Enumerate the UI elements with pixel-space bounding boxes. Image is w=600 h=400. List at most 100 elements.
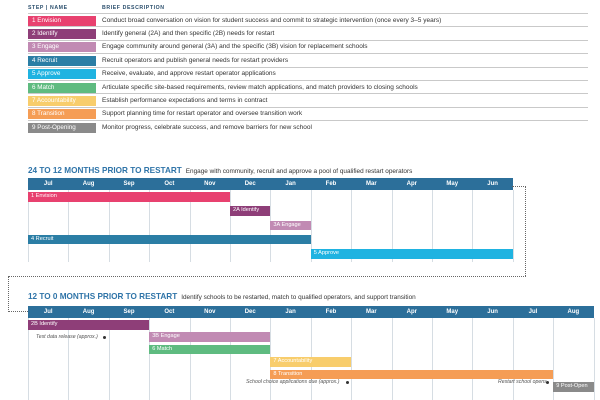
timeline2-grid-line [553, 318, 555, 400]
timeline2-bar: 2B Identify [28, 320, 150, 330]
connector-top [512, 186, 526, 187]
timeline1-bar: 2A Identify [230, 206, 271, 216]
timeline1-grid-line [149, 190, 151, 262]
timeline1-month-label: Aug [82, 181, 95, 187]
legend-description: Support planning time for restart operat… [102, 110, 303, 118]
timeline2-grid-line [391, 318, 393, 400]
timeline1-month-label: Jan [285, 181, 296, 187]
timeline1-month-label: Oct [164, 181, 175, 187]
timeline2-month-label: May [446, 309, 459, 315]
legend-badge: 5 Approve [28, 69, 96, 80]
legend-badge: 3 Engage [28, 42, 96, 53]
legend-rows: 1 Envision Conduct broad conversation on … [28, 13, 588, 134]
timeline1-bar: 4 Recruit [28, 234, 311, 245]
timeline1-month-header: Jul Aug Sep Oct Nov Dec Jan Feb Mar Apr May Jun [28, 178, 513, 190]
legend-description: Identify general (2A) and then specific … [102, 29, 275, 37]
legend-badge: 4 Recruit [28, 55, 96, 66]
timeline1-grid-line [68, 190, 70, 262]
timeline2-grid-line [230, 318, 231, 400]
legend-row: 6 Match Articulate specific site-based re… [28, 79, 588, 93]
timeline1-bar: 5 Approve [310, 249, 513, 259]
legend-description: Engage community around general (3A) and… [102, 43, 368, 51]
timeline1-grid-line [432, 190, 433, 262]
timeline1-grid-line [108, 190, 110, 262]
connector-middle [8, 276, 526, 277]
timeline1-heading: 24 TO 12 MONTHS PRIOR TO RESTART Engage w… [28, 166, 412, 175]
legend-description: Monitor progress, celebrate success, and… [102, 123, 312, 131]
timeline1-grid-line [512, 190, 514, 262]
test-data-dot [103, 336, 106, 339]
timeline1-month-label: Mar [366, 181, 377, 187]
legend-header: STEP | NAME BRIEF DESCRIPTION [28, 4, 588, 13]
legend-badge: 1 Envision [28, 15, 96, 26]
timeline2-grid-line [351, 318, 353, 400]
timeline1-grid-line [28, 190, 29, 262]
timeline2-grid-line [512, 318, 514, 400]
timeline1-grid-line [472, 190, 474, 262]
school-choice-dot [346, 381, 349, 384]
timeline1-month-label: Sep [123, 181, 135, 187]
timeline2-grid-line [189, 318, 191, 400]
timeline1-grid-line [189, 190, 191, 262]
timeline2-grid-line [432, 318, 433, 400]
legend-description: Establish performance expectations and t… [102, 96, 268, 104]
legend-header-step: STEP | NAME [28, 5, 68, 11]
timeline1-grid-line [351, 190, 353, 262]
timeline2-grid-line [472, 318, 474, 400]
timeline2-bar: 9 Post-Open [553, 382, 594, 392]
legend-row: 9 Post-Opening Monitor progress, celebrat… [28, 120, 588, 133]
legend-badge: 2 Identify [28, 28, 96, 39]
timeline2-month-label: Jan [285, 309, 296, 315]
timeline1-subtitle: Engage with community, recruit and appro… [185, 168, 413, 175]
timeline1-bar: 1 Envision [28, 192, 230, 202]
legend-row: 7 Accountability Establish performance ex… [28, 93, 588, 106]
timeline2-month-label: Aug [567, 309, 580, 315]
timeline2-heading: 12 TO 0 MONTHS PRIOR TO RESTART Identify … [28, 292, 416, 301]
timeline2-title: 12 TO 0 MONTHS PRIOR TO RESTART [28, 292, 178, 301]
legend-badge: 9 Post-Opening [28, 122, 96, 133]
timeline2-grid-line [149, 318, 151, 400]
timeline2-month-label: Apr [406, 309, 417, 315]
connector-left [8, 276, 9, 312]
timeline2-bar: 8 Transition [270, 369, 554, 380]
timeline2-month-label: Sep [123, 309, 135, 315]
restart-open-dot [546, 381, 549, 384]
legend: STEP | NAME BRIEF DESCRIPTION 1 Envision… [28, 4, 588, 134]
restart-open-note: Restart school opens [498, 379, 547, 385]
timeline2-month-label: Jul [43, 309, 53, 315]
timeline2-grid-line [28, 318, 29, 400]
legend-description: Recruit operators and publish general ne… [102, 56, 289, 64]
timeline2-grid-line [593, 318, 595, 400]
test-data-note: Test data release (approx.) [36, 334, 98, 340]
legend-row: 1 Envision Conduct broad conversation on … [28, 13, 588, 26]
legend-badge: 7 Accountability [28, 95, 96, 106]
timeline1-month-label: Apr [406, 181, 417, 187]
timeline2-month-label: Aug [82, 309, 95, 315]
legend-row: 2 Identify Identify general (2A) and then… [28, 26, 588, 39]
timeline2-bar: 3B Engage [149, 332, 271, 342]
legend-header-desc: BRIEF DESCRIPTION [102, 5, 165, 11]
timeline2-month-label: Jul [528, 309, 538, 315]
legend-description: Conduct broad conversation on vision for… [102, 16, 442, 24]
timeline1-title: 24 TO 12 MONTHS PRIOR TO RESTART [28, 166, 182, 175]
timeline1-month-label: Dec [244, 181, 256, 187]
timeline2-month-label: Oct [164, 309, 175, 315]
connector-bottom [8, 311, 28, 312]
timeline2-month-label: Jun [487, 309, 498, 315]
timeline1-grid-line [391, 190, 393, 262]
timeline1-month-label: Feb [325, 181, 337, 187]
connector-right [525, 186, 526, 276]
school-choice-note: School choice applications due (approx.) [246, 379, 340, 385]
timeline2-month-label: Nov [204, 309, 216, 315]
timeline2-month-header: Jul Aug Sep Oct Nov Dec Jan Feb Mar Apr May Jun Jul A… [28, 306, 594, 318]
timeline1-grid-line [230, 190, 231, 262]
legend-row: 4 Recruit Recruit operators and publish g… [28, 53, 588, 66]
timeline2-month-label: Mar [366, 309, 377, 315]
timeline2-grid-line [108, 318, 110, 400]
timeline2-month-label: Feb [325, 309, 337, 315]
legend-badge: 8 Transition [28, 109, 96, 120]
timeline1-bar: 3A Engage [270, 220, 311, 231]
timeline2-bar: 6 Match [149, 344, 271, 355]
legend-description: Articulate specific site-based requireme… [102, 83, 418, 91]
timeline1-month-label: Jun [487, 181, 498, 187]
